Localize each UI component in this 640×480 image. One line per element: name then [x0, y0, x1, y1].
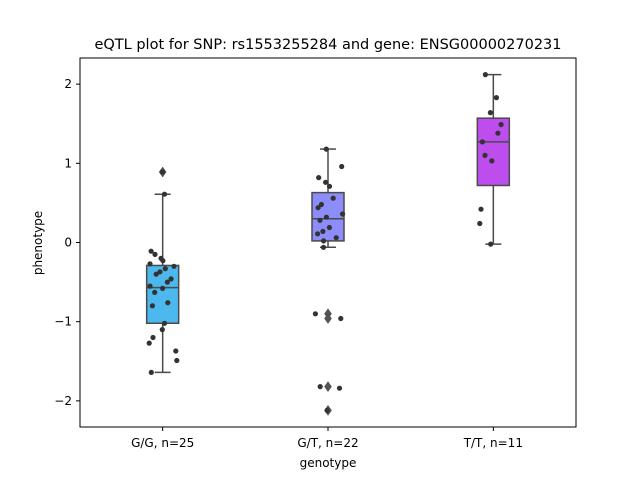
- data-point: [487, 110, 493, 116]
- y-tick-label: 2: [64, 77, 72, 91]
- data-point: [162, 266, 168, 272]
- box-group-1: [145, 166, 180, 375]
- data-point: [161, 320, 168, 326]
- data-point: [316, 175, 322, 181]
- box-group-3: [476, 72, 511, 247]
- data-point: [323, 214, 329, 220]
- data-point: [493, 95, 499, 101]
- data-point: [326, 224, 332, 231]
- data-point: [315, 231, 321, 237]
- y-tick-label: 0: [64, 236, 72, 250]
- data-point: [323, 146, 329, 152]
- x-tick-label: T/T, n=11: [463, 436, 523, 450]
- outlier-marker: [324, 381, 332, 393]
- data-point: [339, 163, 345, 170]
- data-point: [498, 121, 504, 128]
- data-point: [165, 300, 171, 306]
- data-point: [489, 158, 495, 164]
- data-point: [159, 327, 165, 333]
- iqr-box: [476, 117, 511, 187]
- data-point: [320, 228, 326, 234]
- data-point: [333, 235, 339, 241]
- y-tick-label: 1: [64, 156, 72, 170]
- data-point: [174, 357, 180, 364]
- data-point: [146, 340, 152, 346]
- data-point: [160, 285, 166, 291]
- data-point: [315, 205, 321, 211]
- data-point: [161, 191, 168, 197]
- data-point: [323, 179, 329, 185]
- data-point: [159, 169, 165, 175]
- data-point: [149, 303, 155, 309]
- chart-title: eQTL plot for SNP: rs1553255284 and gene…: [94, 37, 561, 53]
- data-point: [321, 238, 327, 244]
- data-point: [148, 248, 154, 254]
- data-point: [479, 139, 485, 145]
- data-point: [317, 384, 323, 390]
- data-point: [482, 72, 488, 78]
- data-point: [147, 261, 153, 267]
- data-point: [324, 407, 330, 413]
- data-point: [495, 130, 501, 136]
- data-point: [171, 263, 177, 269]
- data-point: [318, 201, 324, 208]
- data-point: [336, 385, 343, 391]
- data-point: [147, 283, 153, 289]
- data-point: [173, 348, 179, 354]
- x-tick-label: G/T, n=22: [297, 436, 358, 450]
- data-point: [482, 152, 488, 158]
- data-point: [330, 195, 336, 201]
- data-point: [153, 271, 159, 277]
- data-point: [326, 183, 333, 189]
- data-point: [148, 369, 154, 375]
- data-point: [157, 269, 163, 275]
- iqr-box: [311, 191, 345, 242]
- iqr-box: [145, 264, 180, 325]
- box-group-2: [311, 146, 346, 416]
- y-tick-label: −2: [54, 394, 72, 408]
- data-point: [160, 258, 166, 264]
- data-point: [317, 217, 323, 223]
- data-point: [488, 241, 494, 247]
- data-point: [164, 279, 170, 285]
- y-tick-label: −1: [54, 315, 72, 329]
- data-point: [312, 311, 318, 317]
- data-point: [152, 251, 158, 257]
- data-point: [478, 206, 484, 212]
- data-point: [168, 276, 174, 282]
- data-point: [338, 315, 344, 322]
- x-tick-label: G/G, n=25: [131, 436, 194, 450]
- outlier-marker: [324, 313, 332, 324]
- data-point: [150, 334, 156, 341]
- data-point: [152, 289, 158, 295]
- y-axis-label: phenotype: [31, 211, 45, 275]
- data-point: [340, 211, 346, 217]
- data-point: [320, 244, 327, 250]
- x-axis-label: genotype: [300, 456, 357, 470]
- data-point: [477, 220, 483, 227]
